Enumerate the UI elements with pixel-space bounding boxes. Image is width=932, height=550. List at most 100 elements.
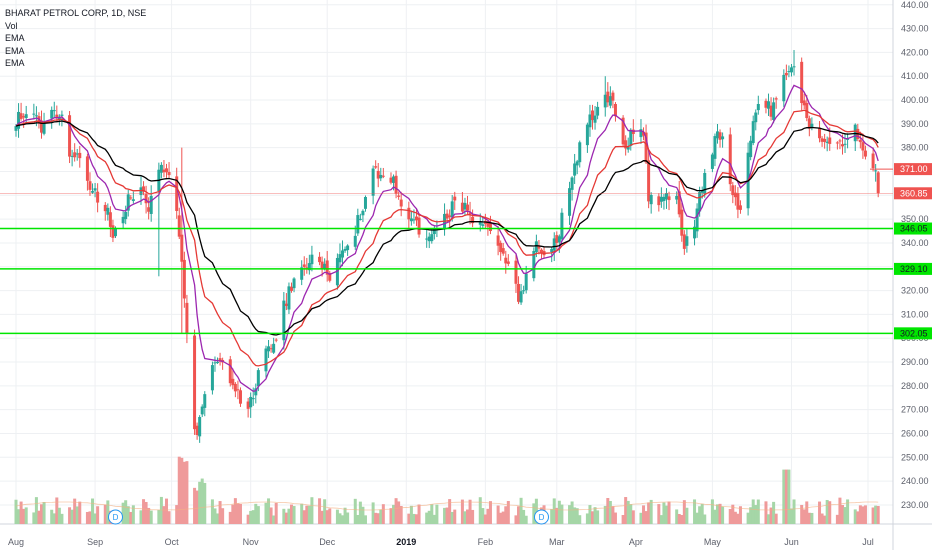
volume-bar: [828, 501, 832, 524]
candle-body: [284, 303, 288, 306]
volume-bar: [460, 499, 464, 524]
legend-ema-1[interactable]: EMA: [5, 33, 25, 43]
candle-body: [680, 209, 684, 236]
volume-bar: [710, 499, 714, 524]
candle-body: [588, 114, 592, 128]
candle-body: [159, 164, 163, 173]
price-axis[interactable]: 230.00 240.00 250.00 260.00 270.00 280.00 290.…: [901, 0, 929, 510]
candle-body: [292, 278, 296, 289]
candle-body: [93, 188, 97, 191]
volume-bar: [210, 499, 214, 524]
price-tag: 360.85: [894, 187, 932, 200]
candle-body: [55, 114, 59, 119]
volume-bar: [389, 508, 393, 524]
volume-bar: [88, 511, 92, 524]
volume-bar: [40, 504, 44, 524]
level-tag: 346.05: [894, 222, 932, 235]
volume-bar: [550, 509, 554, 524]
price-tick-label: 350.00: [901, 214, 929, 224]
candle-body: [552, 238, 556, 251]
volume-bar: [91, 498, 95, 524]
volume-bar: [78, 501, 82, 524]
volume-bar: [256, 506, 260, 524]
candle-body: [121, 216, 125, 224]
volume-bar: [213, 508, 217, 524]
candle-body: [731, 185, 735, 196]
volume-bar: [103, 504, 107, 524]
volume-bar: [177, 456, 181, 524]
candle-body: [682, 234, 686, 249]
volume-bar: [341, 515, 345, 524]
volume-bar: [200, 478, 204, 524]
candle-body: [764, 100, 768, 108]
candle-body: [840, 144, 844, 147]
candle-body: [728, 134, 732, 185]
time-tick-label: Mar: [549, 537, 565, 547]
dividend-label[interactable]: D: [539, 513, 545, 522]
volume-bar: [310, 497, 314, 524]
time-axis[interactable]: Aug Sep Oct Nov Dec 2019 Feb Mar Apr May Jun Jul: [8, 537, 874, 547]
volume-bar: [823, 515, 827, 524]
candle-body: [361, 210, 365, 216]
volume-bar: [608, 501, 612, 524]
volume-bar: [504, 506, 508, 524]
dividend-label[interactable]: D: [113, 513, 119, 522]
volume-bar: [519, 497, 523, 524]
time-tick-label: Apr: [629, 537, 643, 547]
volume-bar: [302, 510, 306, 524]
level-tag: 329.10: [894, 262, 932, 275]
volume-bar: [568, 505, 572, 524]
candle-body: [218, 358, 222, 362]
volume-bar: [269, 507, 273, 524]
volume-bar: [621, 515, 625, 524]
volume-bar: [685, 507, 689, 524]
level-tag-label: 302.05: [900, 328, 928, 338]
volume-bar: [394, 498, 398, 524]
volume-bar: [335, 509, 339, 524]
candle-body: [407, 207, 411, 220]
dividend-marker[interactable]: D: [107, 509, 123, 525]
candle-body: [185, 302, 189, 334]
volume-bar: [246, 514, 250, 524]
volume-bar: [782, 469, 786, 524]
dividend-circle-icon[interactable]: [533, 509, 549, 525]
candle-body: [501, 248, 505, 254]
candle-body: [343, 248, 347, 251]
candle-body: [445, 213, 449, 219]
volume-bar: [353, 498, 357, 524]
volume-bar: [42, 502, 46, 524]
legend-ema-3[interactable]: EMA: [5, 58, 25, 68]
candle-body: [14, 126, 18, 131]
candle-body: [624, 140, 628, 149]
volume-bar: [603, 505, 607, 524]
candle-body: [251, 398, 255, 400]
candle-body: [756, 103, 760, 111]
volume-bar: [642, 505, 646, 524]
volume-bar: [463, 511, 467, 524]
volume-bar: [412, 513, 416, 524]
volume-bar: [573, 507, 577, 524]
candle-body: [835, 142, 839, 144]
legend-volume[interactable]: Vol: [5, 20, 18, 31]
candle-body: [721, 136, 725, 140]
candle-body: [800, 61, 804, 104]
candle-body: [659, 196, 663, 202]
candle-body: [468, 212, 472, 215]
legend-title[interactable]: BHARAT PETROL CORP, 1D, NSE: [5, 8, 147, 18]
volume-bar: [17, 509, 21, 524]
candle-body: [664, 193, 668, 200]
legend-ema-2[interactable]: EMA: [5, 45, 25, 56]
volume-bar: [129, 511, 133, 524]
candle-body: [573, 163, 577, 176]
volume-bar: [443, 507, 447, 524]
volume-bar: [825, 499, 829, 524]
volume-bar: [534, 498, 538, 524]
candle-body: [371, 168, 375, 196]
candle-body: [792, 66, 796, 68]
candle-body: [216, 362, 220, 364]
dividend-marker[interactable]: D: [533, 509, 549, 525]
level-tag-bg: [894, 327, 932, 340]
dividend-circle-icon[interactable]: [107, 509, 123, 525]
